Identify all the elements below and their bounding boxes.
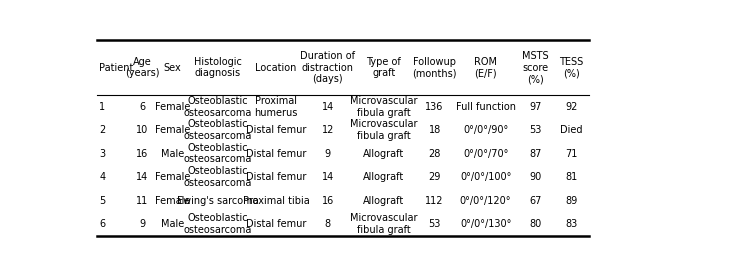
Text: 0°/0°/100°: 0°/0°/100° [460,172,511,182]
Text: Distal femur: Distal femur [246,125,306,135]
Text: 92: 92 [565,102,577,112]
Text: 2: 2 [100,125,106,135]
Text: Followup
(months): Followup (months) [412,57,457,78]
Text: 0°/0°/70°: 0°/0°/70° [463,149,508,159]
Text: 9: 9 [325,149,331,159]
Text: 9: 9 [140,219,146,229]
Text: Distal femur: Distal femur [246,149,306,159]
Text: Allograft: Allograft [363,196,404,206]
Text: Microvascular
fibula graft: Microvascular fibula graft [350,96,418,118]
Text: Proximal
humerus: Proximal humerus [254,96,298,118]
Text: Osteoblastic
osteosarcoma: Osteoblastic osteosarcoma [184,213,252,235]
Text: 3: 3 [100,149,106,159]
Text: 0°/0°/120°: 0°/0°/120° [460,196,511,206]
Text: Age
(years): Age (years) [125,57,160,78]
Text: Type of
graft: Type of graft [366,57,401,78]
Text: Osteoblastic
osteosarcoma: Osteoblastic osteosarcoma [184,166,252,188]
Text: Duration of
distraction
(days): Duration of distraction (days) [300,51,355,84]
Text: Female: Female [155,196,190,206]
Text: Microvascular
fibula graft: Microvascular fibula graft [350,213,418,235]
Text: Ewing's sarcoma: Ewing's sarcoma [177,196,259,206]
Text: 53: 53 [530,125,542,135]
Text: 16: 16 [322,196,334,206]
Text: Allograft: Allograft [363,149,404,159]
Text: 14: 14 [136,172,149,182]
Text: Osteoblastic
osteosarcoma: Osteoblastic osteosarcoma [184,143,252,165]
Text: 1: 1 [100,102,106,112]
Text: 136: 136 [426,102,444,112]
Text: 89: 89 [565,196,577,206]
Text: Proximal tibia: Proximal tibia [243,196,309,206]
Text: 90: 90 [530,172,542,182]
Text: Allograft: Allograft [363,172,404,182]
Text: Sex: Sex [163,63,181,73]
Text: 83: 83 [565,219,577,229]
Text: Male: Male [160,149,184,159]
Text: Osteoblastic
osteosarcoma: Osteoblastic osteosarcoma [184,96,252,118]
Text: Histologic
diagnosis: Histologic diagnosis [194,57,241,78]
Text: ROM
(E/F): ROM (E/F) [474,57,497,78]
Text: Distal femur: Distal femur [246,172,306,182]
Text: 5: 5 [100,196,106,206]
Text: Male: Male [160,219,184,229]
Text: Osteoblastic
osteosarcoma: Osteoblastic osteosarcoma [184,119,252,141]
Text: 11: 11 [136,196,149,206]
Text: 112: 112 [426,196,444,206]
Text: 71: 71 [565,149,577,159]
Text: Female: Female [155,102,190,112]
Text: 18: 18 [429,125,441,135]
Text: MSTS
score
(%): MSTS score (%) [522,51,549,84]
Text: 0°/0°/90°: 0°/0°/90° [463,125,508,135]
Text: Female: Female [155,125,190,135]
Text: 87: 87 [530,149,542,159]
Text: 28: 28 [429,149,441,159]
Text: Patient: Patient [100,63,134,73]
Text: Female: Female [155,172,190,182]
Text: 80: 80 [530,219,542,229]
Text: 97: 97 [530,102,542,112]
Text: 8: 8 [325,219,331,229]
Text: TESS
(%): TESS (%) [559,57,583,78]
Text: Full function: Full function [455,102,516,112]
Text: Microvascular
fibula graft: Microvascular fibula graft [350,119,418,141]
Text: 67: 67 [530,196,542,206]
Text: 81: 81 [565,172,577,182]
Text: Distal femur: Distal femur [246,219,306,229]
Text: 6: 6 [100,219,106,229]
Text: 14: 14 [322,102,334,112]
Text: 4: 4 [100,172,106,182]
Text: 6: 6 [140,102,146,112]
Text: 16: 16 [136,149,149,159]
Text: 0°/0°/130°: 0°/0°/130° [460,219,511,229]
Text: Died: Died [560,125,583,135]
Text: 53: 53 [429,219,441,229]
Text: Location: Location [256,63,296,73]
Text: 10: 10 [136,125,149,135]
Text: 14: 14 [322,172,334,182]
Text: 12: 12 [322,125,334,135]
Text: 29: 29 [429,172,441,182]
